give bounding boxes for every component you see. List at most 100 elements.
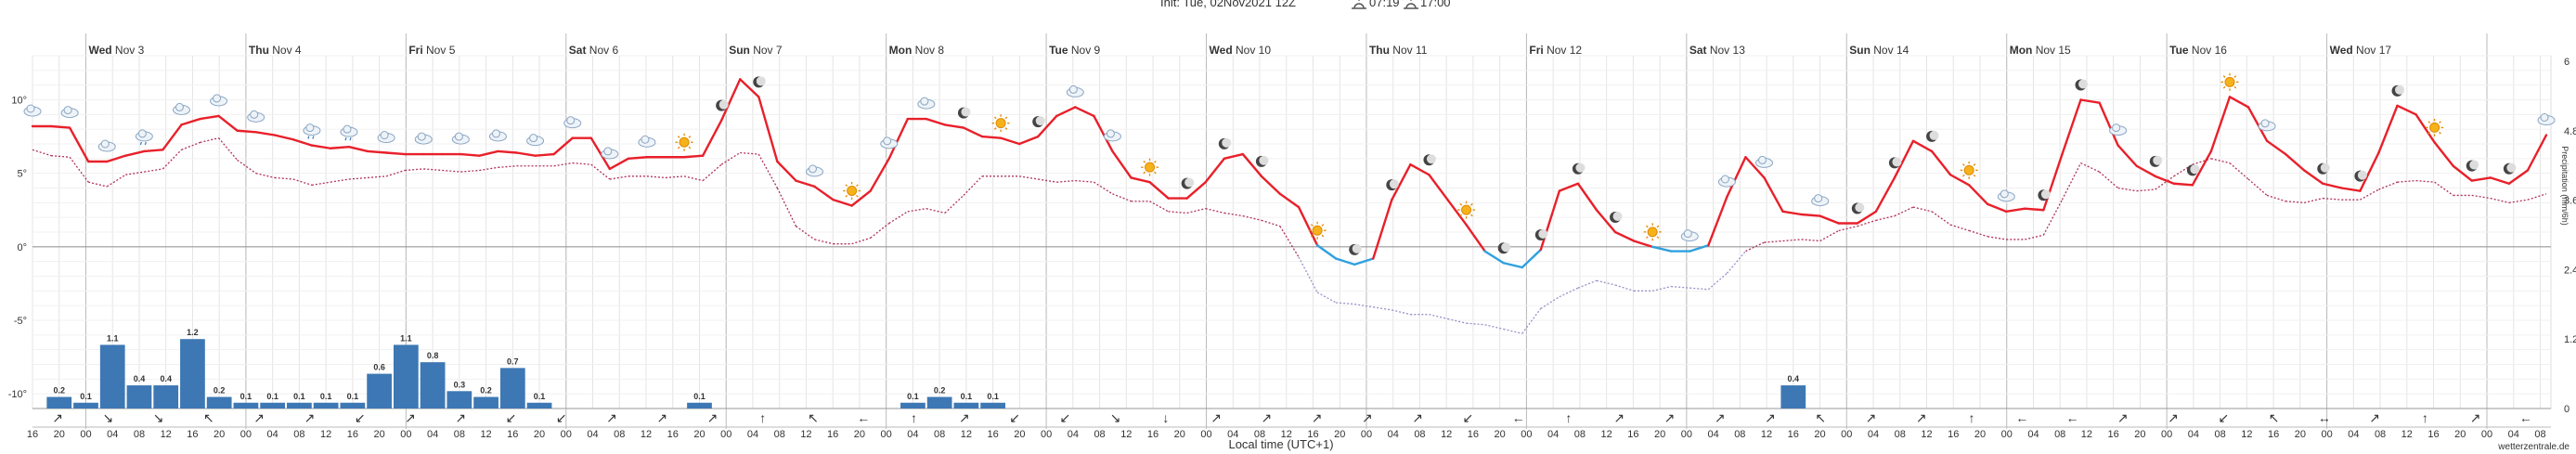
sun-icon (1457, 201, 1476, 219)
y-right-label: Precipitation (mm/6h) (2560, 146, 2570, 226)
dewpoint-segment (796, 226, 815, 240)
dewpoint-segment (405, 168, 424, 172)
dewpoint-segment (1875, 214, 1896, 221)
temperature-segment (49, 124, 71, 129)
hour-tick: 12 (480, 429, 491, 440)
dewpoint-segment (2323, 197, 2342, 201)
temperature-segment (887, 117, 909, 161)
temperature-segment (1689, 244, 1710, 253)
y-right-tick: 4.8 (2564, 126, 2576, 137)
hour-tick: 16 (1627, 429, 1638, 440)
precip-bar (1780, 385, 1806, 409)
wind-arrow: ↙ (1059, 410, 1070, 425)
wind-arrow: ↗ (1262, 410, 1273, 425)
temperature-segment (1017, 135, 1040, 146)
temperature-segment (515, 151, 537, 157)
hour-tick: 20 (2134, 429, 2145, 440)
sunset-icon (1404, 0, 1418, 9)
dewpoint-segment (665, 175, 685, 179)
hour-tick: 12 (1761, 429, 1772, 440)
hour-tick: 04 (2188, 429, 2199, 440)
temperature-segment (925, 117, 947, 126)
wind-arrow: ↙ (355, 410, 366, 425)
dewpoint-segment (2471, 194, 2491, 200)
temperature-segment (1726, 156, 1747, 199)
moon-icon (2038, 189, 2051, 201)
wind-arrow: ↑ (2422, 410, 2428, 425)
dewpoint-segment (368, 175, 387, 179)
hour-tick: 16 (507, 429, 518, 440)
temperature-segment (1093, 114, 1114, 153)
temperature-segment (2005, 207, 2026, 214)
dewpoint-segment (1316, 292, 1337, 304)
temperature-segment (813, 185, 835, 201)
precip-bar (367, 373, 392, 409)
temperature-segment (1874, 176, 1896, 214)
dewpoint-segment (1336, 302, 1355, 305)
dewpoint-segment (1466, 322, 1485, 326)
hour-tick: 20 (854, 429, 865, 440)
temperature-segment (291, 138, 314, 147)
moon-icon (1610, 212, 1623, 223)
rain-icon (135, 129, 153, 146)
dewpoint-segment (2210, 158, 2231, 164)
moon-icon (1032, 116, 1045, 128)
temperature-segment (1353, 257, 1375, 266)
temperature-segment (1987, 202, 2008, 214)
wind-arrow: ← (857, 410, 870, 425)
precip-bar (687, 402, 712, 409)
dewpoint-segment (963, 175, 983, 196)
temperature-segment (962, 126, 984, 138)
temperature-segment (2377, 104, 2399, 154)
hour-tick: 08 (2215, 429, 2226, 440)
temperature-segment (1502, 262, 1523, 269)
temperature-segment (497, 149, 518, 154)
temperature-segment (310, 144, 332, 149)
precip-label: 0.1 (240, 392, 252, 401)
temperature-segment (1707, 195, 1728, 247)
dewpoint-segment (1056, 179, 1076, 183)
dewpoint-segment (2099, 171, 2119, 188)
hour-tick: 00 (80, 429, 91, 440)
hour-tick: 12 (961, 429, 972, 440)
precip-label: 0.1 (907, 392, 919, 401)
cloud-icon (1103, 129, 1121, 142)
temperature-segment (384, 151, 407, 156)
hour-tick: 04 (267, 429, 278, 440)
day-label: Mon Nov 15 (2010, 44, 2071, 57)
dewpoint-segment (162, 149, 182, 170)
hour-tick: 12 (320, 429, 331, 440)
temperature-segment (2452, 164, 2473, 182)
precipitation-bars: 0.2 0.1 1.1 0.4 0.4 1.2 0.2 0.1 0.1 0.1 0.1 0.1 0.6 1… (46, 328, 1806, 409)
wind-arrow: ↑ (911, 410, 917, 425)
temperature-segment (1391, 162, 1412, 201)
credit: wetterzentrale.de (2497, 442, 2570, 452)
dewpoint-segment (1447, 318, 1467, 324)
wind-arrow: ↙ (2218, 410, 2229, 425)
temperature-segment (1763, 176, 1784, 214)
moon-icon (1534, 229, 1548, 240)
dewpoint-segment (1912, 206, 1933, 213)
hour-tick: 16 (827, 429, 838, 440)
dewpoint-segment (2304, 197, 2324, 203)
cloud-icon (172, 102, 190, 115)
day-label: Sun Nov 7 (729, 44, 783, 57)
dewpoint-segment (1205, 208, 1224, 214)
sun-icon (1141, 158, 1159, 176)
dewpoint-segment (2229, 162, 2249, 180)
header: Init: Tue, 02Nov2021 12Z 07:19 17:00 (1160, 0, 1451, 9)
temperature-segment (1650, 245, 1673, 253)
hour-tick: 16 (2427, 429, 2439, 440)
hour-tick: 08 (293, 429, 304, 440)
temperature-segment (1911, 139, 1934, 153)
hour-tick: 08 (2534, 429, 2545, 440)
dewpoint-segment (1484, 324, 1504, 331)
wind-arrow: ↙ (556, 410, 567, 425)
temperature-segment (999, 136, 1021, 146)
dewpoint-segment (609, 175, 628, 180)
temperature-segment (2396, 104, 2417, 116)
precip-bar (420, 362, 446, 409)
dewpoint-segment (2117, 187, 2137, 192)
temperature-segment (682, 154, 705, 159)
temperature-segment (869, 157, 890, 192)
